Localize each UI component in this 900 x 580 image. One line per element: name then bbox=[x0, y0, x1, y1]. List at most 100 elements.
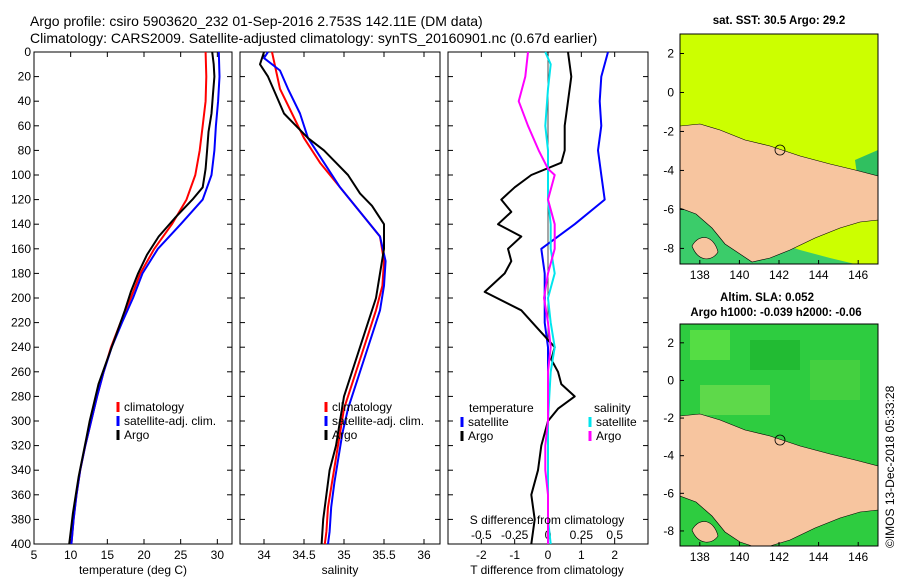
series-line-argo bbox=[259, 51, 385, 545]
map-lat-label: -4 bbox=[663, 163, 674, 177]
map-lon-label: 142 bbox=[769, 550, 789, 564]
series-line-argo bbox=[68, 51, 216, 545]
x-tick-label: 34 bbox=[257, 548, 271, 562]
s-difference-tick-label: 0.25 bbox=[570, 528, 594, 542]
temperature-axis-ticks: 0 20 40 60 80 100 120 140 160 180 200 220 240 260 280 3… bbox=[11, 45, 232, 562]
sla-patch-3 bbox=[810, 360, 860, 400]
depth-tick-label: 200 bbox=[11, 291, 31, 305]
map-lat-label: 0 bbox=[667, 85, 674, 99]
difference-profile-panel: -2 -1 0 1 2-0.5 -0.25 0 0.25 0.5 S difference fr… bbox=[447, 51, 649, 577]
sst-map-panel: sat. SST: 30.5 Argo: 29.2 138 140 142 144 14… bbox=[663, 15, 879, 282]
salinity-profile-panel: 34 34.5 35 35.5 36 salinity climatologysatel… bbox=[239, 51, 441, 577]
map-lat-label: -4 bbox=[663, 449, 674, 463]
map-lat-label: -6 bbox=[663, 486, 674, 500]
x-tick-label: 35.5 bbox=[372, 548, 396, 562]
map-lat-label: -8 bbox=[663, 241, 674, 255]
depth-tick-label: 100 bbox=[11, 168, 31, 182]
map-lon-label: 140 bbox=[729, 550, 749, 564]
x-tick-label: 1 bbox=[578, 548, 585, 562]
map-lat-label: -6 bbox=[663, 202, 674, 216]
x-tick-label: 10 bbox=[64, 548, 78, 562]
salinity-plot-frame bbox=[239, 51, 441, 545]
depth-tick-label: 20 bbox=[18, 70, 32, 84]
map-lon-label: 146 bbox=[848, 550, 868, 564]
depth-tick-label: 60 bbox=[18, 119, 32, 133]
difference-series bbox=[483, 51, 609, 545]
depth-tick-label: 180 bbox=[11, 266, 31, 280]
depth-tick-label: 340 bbox=[11, 463, 31, 477]
temperature-xlabel: temperature (deg C) bbox=[79, 563, 187, 577]
legend-title-temperature: temperature bbox=[469, 401, 534, 415]
x-tick-label: 35 bbox=[337, 548, 351, 562]
temperature-difference-xlabel: T difference from climatology bbox=[470, 563, 624, 577]
x-tick-label: 2 bbox=[611, 548, 618, 562]
x-tick-label: -2 bbox=[476, 548, 487, 562]
sla-patch-4 bbox=[700, 385, 770, 415]
figure-title-line2: Climatology: CARS2009. Satellite-adjuste… bbox=[30, 30, 597, 46]
sla-cape-york-land bbox=[691, 521, 719, 543]
depth-tick-label: 360 bbox=[11, 488, 31, 502]
legend-label: climatology bbox=[124, 400, 184, 414]
depth-tick-label: 400 bbox=[11, 537, 31, 551]
x-tick-label: 25 bbox=[174, 548, 188, 562]
s-difference-tick-label: 0.5 bbox=[606, 528, 623, 542]
legend-label: Argo bbox=[332, 428, 358, 442]
depth-tick-label: 80 bbox=[18, 143, 32, 157]
difference-legend: temperature salinitysatelliteArgosatellit… bbox=[460, 401, 637, 443]
map-lat-label: 0 bbox=[667, 373, 674, 387]
series-line-salinity-argo bbox=[517, 51, 556, 544]
series-line-satellite-adj-clim- bbox=[263, 51, 387, 545]
sla-map-title: Altim. SLA: 0.052 bbox=[720, 292, 814, 304]
depth-tick-label: 300 bbox=[11, 414, 31, 428]
map-lat-label: -8 bbox=[663, 524, 674, 538]
sla-patch-1 bbox=[690, 330, 730, 360]
map-lat-label: 2 bbox=[667, 336, 674, 350]
depth-tick-label: 320 bbox=[11, 439, 31, 453]
map-lon-label: 140 bbox=[729, 268, 749, 282]
sla-map-subtitle: Argo h1000: -0.039 h2000: -0.06 bbox=[690, 307, 861, 319]
depth-tick-label: 160 bbox=[11, 242, 31, 256]
temperature-profile-panel: 0 20 40 60 80 100 120 140 160 180 200 220 240 260 280 3… bbox=[11, 45, 233, 577]
map-lon-label: 138 bbox=[690, 550, 710, 564]
salinity-xlabel: salinity bbox=[322, 563, 359, 577]
map-lon-label: 144 bbox=[809, 550, 829, 564]
depth-tick-label: 120 bbox=[11, 193, 31, 207]
legend-label: satellite bbox=[596, 415, 637, 429]
depth-tick-label: 0 bbox=[24, 45, 31, 59]
temperature-series bbox=[68, 51, 221, 545]
series-line-salinity-satellite bbox=[544, 51, 556, 545]
map-lat-label: 2 bbox=[667, 46, 674, 60]
map-lon-label: 142 bbox=[769, 268, 789, 282]
sla-map-panel: Altim. SLA: 0.052 Argo h1000: -0.039 h20… bbox=[663, 292, 879, 564]
sla-argo-position-marker bbox=[774, 434, 786, 446]
depth-tick-label: 240 bbox=[11, 340, 31, 354]
sst-map-title: sat. SST: 30.5 Argo: 29.2 bbox=[713, 15, 846, 27]
depth-tick-label: 280 bbox=[11, 389, 31, 403]
x-tick-label: 30 bbox=[211, 548, 225, 562]
sst-new-guinea-landmass bbox=[679, 123, 879, 263]
legend-label: satellite-adj. clim. bbox=[124, 414, 216, 428]
depth-tick-label: 220 bbox=[11, 316, 31, 330]
x-tick-label: 36 bbox=[417, 548, 431, 562]
x-tick-label: 34.5 bbox=[292, 548, 316, 562]
sst-argo-position-marker bbox=[774, 144, 786, 156]
imos-credit: ©IMOS 13-Dec-2018 05:33:28 bbox=[883, 385, 897, 548]
depth-tick-label: 40 bbox=[18, 94, 32, 108]
x-tick-label: 0 bbox=[545, 548, 552, 562]
legend-label: satellite bbox=[468, 415, 509, 429]
s-difference-tick-label: -0.25 bbox=[501, 528, 529, 542]
depth-tick-label: 380 bbox=[11, 512, 31, 526]
s-difference-tick-label: -0.5 bbox=[471, 528, 492, 542]
salinity-series bbox=[259, 51, 387, 545]
salinity-difference-xlabel: S difference from climatology bbox=[470, 513, 625, 527]
sst-map-ticks: 138 140 142 144 146 2 0 -2 -4 -6 -8 bbox=[663, 46, 868, 282]
legend-label: Argo bbox=[124, 428, 150, 442]
sla-patch-2 bbox=[750, 340, 800, 370]
legend-label: Argo bbox=[596, 429, 622, 443]
legend-title-salinity: salinity bbox=[594, 401, 631, 415]
map-lon-label: 146 bbox=[848, 268, 868, 282]
figure-title-line1: Argo profile: csiro 5903620_232 01-Sep-2… bbox=[30, 13, 483, 29]
